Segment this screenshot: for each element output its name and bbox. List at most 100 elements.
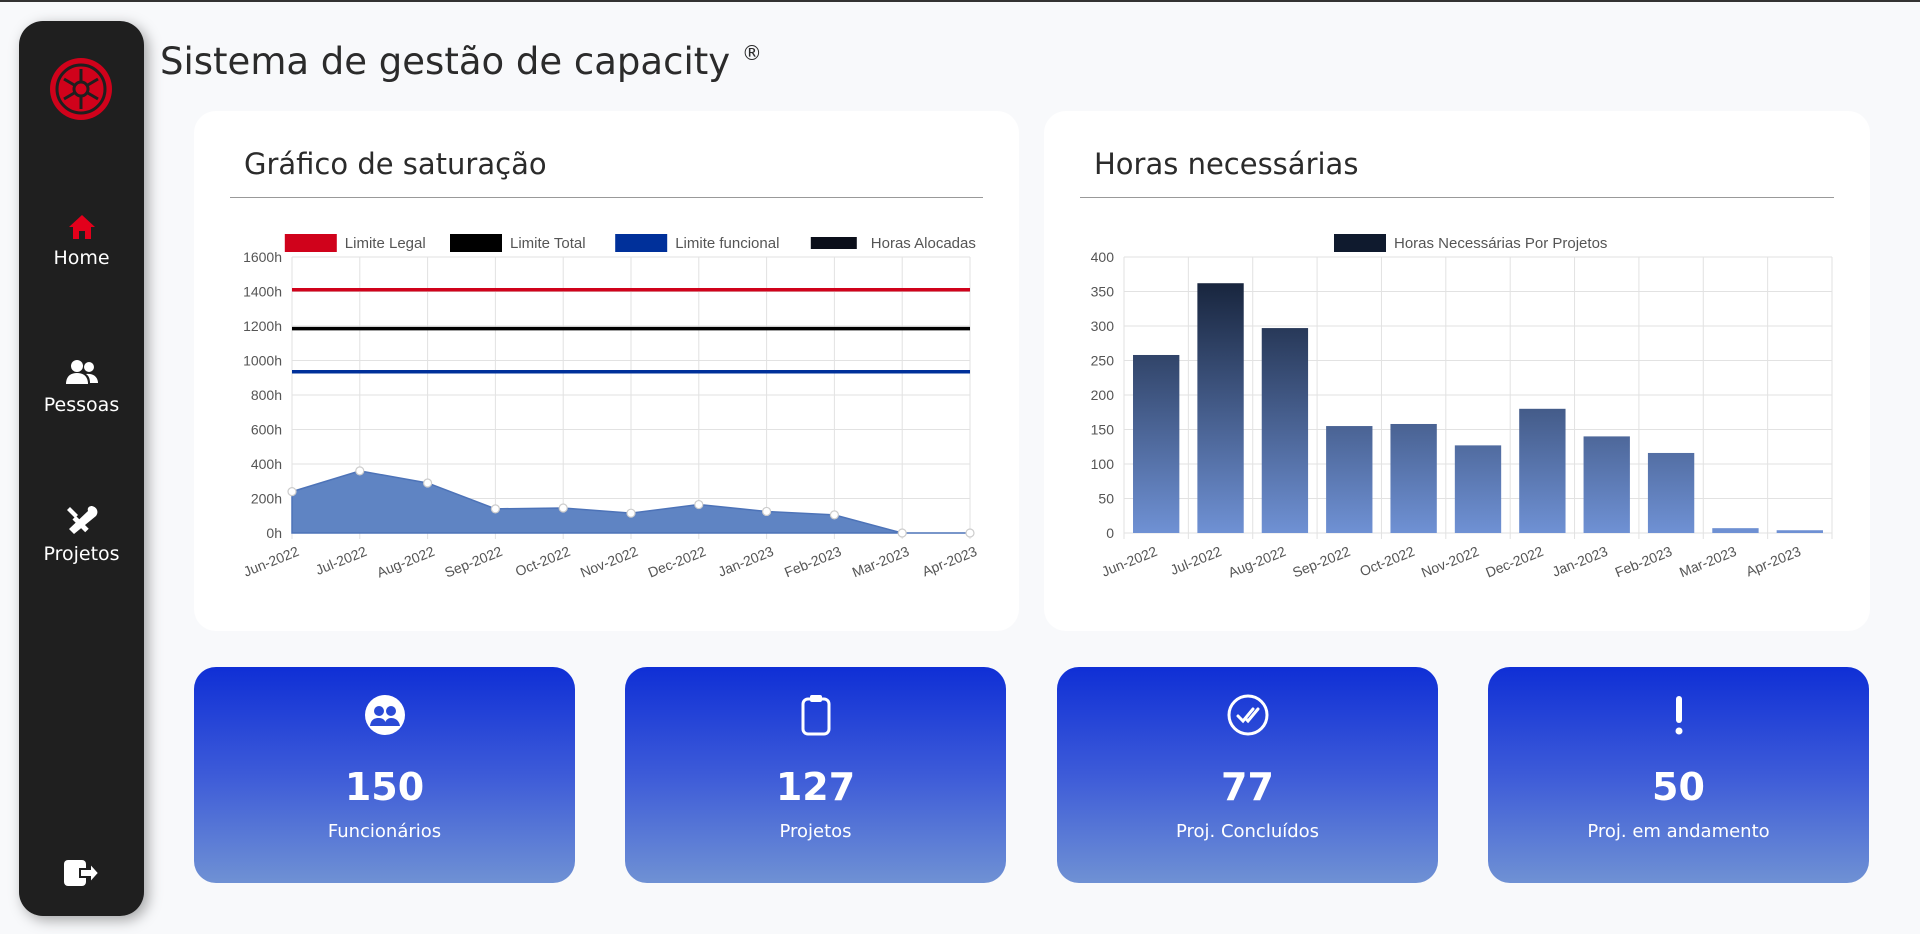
x-tick-label: Dec-2022 [1483, 543, 1545, 581]
x-tick-label: Jul-2022 [1168, 543, 1224, 578]
x-tick-label: Jul-2022 [313, 543, 369, 578]
y-tick-label: 300 [1091, 318, 1115, 334]
bar [1133, 354, 1180, 533]
data-point [761, 506, 772, 517]
sidebar-item-home[interactable]: Home [19, 213, 144, 269]
x-tick-label: Nov-2022 [1419, 543, 1481, 581]
x-tick-label: Oct-2022 [1357, 543, 1417, 579]
y-tick-label: 400 [1091, 249, 1115, 265]
users-icon [65, 360, 98, 384]
y-tick-label: 0h [266, 525, 282, 541]
y-tick-label: 1200h [243, 318, 282, 334]
y-tick-label: 50 [1098, 491, 1114, 507]
stat-value: 127 [775, 765, 856, 809]
page-title: Sistema de gestão de capacity ® [160, 40, 762, 83]
sidebar-item-projetos[interactable]: Projetos [19, 503, 144, 565]
x-tick-label: Oct-2022 [513, 543, 573, 579]
stat-label: Proj. Concluídos [1175, 821, 1320, 842]
stat-card-projetos[interactable]: 127 Projetos [625, 667, 1006, 883]
page-title-text: Sistema de gestão de capacity [160, 40, 731, 83]
x-tick-label: Jan-2023 [1550, 543, 1610, 580]
stat-card-em-andamento[interactable]: 50 Proj. em andamento [1488, 667, 1869, 883]
y-tick-label: 600h [251, 422, 282, 438]
stat-value: 50 [1652, 765, 1705, 809]
data-point [490, 504, 500, 514]
y-tick-label: 0 [1106, 525, 1114, 541]
data-point [626, 508, 636, 518]
sidebar-item-label: Projetos [43, 543, 120, 565]
data-point [423, 478, 433, 488]
x-tick-label: Sep-2022 [1290, 543, 1352, 581]
legend-swatch [284, 234, 337, 252]
registered-mark: ® [741, 41, 762, 65]
y-tick-label: 200h [251, 491, 282, 507]
bar [1519, 408, 1566, 533]
data-point [287, 487, 297, 497]
y-tick-label: 250 [1091, 353, 1115, 369]
y-tick-label: 1400h [243, 284, 282, 300]
people-circle-icon [364, 695, 405, 735]
home-icon [68, 215, 95, 239]
sidebar-item-label: Home [53, 247, 110, 269]
stat-label: Proj. em andamento [1587, 821, 1770, 842]
legend-swatch [1334, 234, 1386, 252]
x-tick-label: Nov-2022 [578, 543, 640, 581]
x-tick-label: Aug-2022 [374, 543, 436, 581]
legend-swatch [810, 237, 857, 249]
y-tick-label: 200 [1091, 387, 1115, 403]
data-point [897, 528, 907, 538]
double-check-icon [1227, 694, 1268, 736]
saturation-chart: 0h 200h 400h 600h 800h 1000h 1200h 1400h 1600h Ju… [241, 234, 979, 581]
logout-icon[interactable] [62, 857, 100, 889]
bar [1197, 283, 1244, 533]
hours-chart: 0 50 100 150 200 250 300 350 400 Jun-2022 Jul-2022… [1091, 234, 1833, 581]
y-tick-label: 150 [1091, 422, 1115, 438]
bar [1261, 328, 1309, 533]
x-tick-label: Mar-2023 [850, 543, 912, 580]
x-tick-label: Feb-2023 [1613, 543, 1675, 580]
bar [1712, 528, 1759, 533]
legend-label: Horas Necessárias Por Projetos [1394, 235, 1607, 252]
y-tick-label: 1600h [243, 249, 282, 265]
bar [1647, 452, 1695, 533]
stat-card-concluidos[interactable]: 77 Proj. Concluídos [1057, 667, 1438, 883]
x-tick-label: Sep-2022 [442, 543, 504, 581]
tools-icon [66, 506, 97, 534]
legend-label: Limite Total [510, 235, 586, 252]
yamaha-logo-icon[interactable] [49, 57, 113, 121]
y-tick-label: 100 [1091, 456, 1115, 472]
legend-label: Limite funcional [675, 235, 779, 252]
x-tick-label: Feb-2023 [782, 543, 844, 580]
hours-chart-card: Horas necessárias 0 50 100 150 200 250 300 350 4… [1044, 111, 1870, 631]
divider [1080, 197, 1834, 198]
stat-label: Projetos [779, 821, 852, 842]
hours-chart-title: Horas necessárias [1094, 147, 1359, 181]
bar [1776, 530, 1823, 533]
legend-swatch [450, 234, 502, 252]
saturation-chart-card: Gráfico de saturação 0h 200h 400h 600h 800h 1… [194, 111, 1019, 631]
sidebar-item-label: Pessoas [43, 394, 120, 416]
x-tick-label: Dec-2022 [646, 543, 708, 581]
x-tick-label: Jun-2022 [1099, 543, 1159, 580]
stat-card-funcionarios[interactable]: 150 Funcionários [194, 667, 575, 883]
legend-label: Horas Alocadas [871, 235, 976, 252]
saturation-chart-title: Gráfico de saturação [244, 147, 547, 181]
y-tick-label: 800h [251, 387, 282, 403]
sidebar: Home Pessoas Projetos [19, 21, 144, 916]
x-tick-label: Aug-2022 [1226, 543, 1288, 581]
y-tick-label: 400h [251, 456, 282, 472]
stat-label: Funcionários [327, 821, 442, 842]
clipboard-icon [801, 695, 830, 736]
bar [1390, 423, 1437, 533]
x-tick-label: Jun-2022 [241, 543, 301, 580]
x-tick-label: Jan-2023 [716, 543, 776, 580]
data-point [965, 528, 975, 538]
data-point [694, 499, 704, 510]
legend-swatch [615, 234, 668, 252]
legend-label: Limite Legal [345, 235, 426, 252]
x-tick-label: Apr-2023 [1744, 543, 1804, 579]
stat-value: 77 [1221, 765, 1274, 809]
sidebar-item-pessoas[interactable]: Pessoas [19, 358, 144, 416]
data-point [829, 510, 840, 520]
y-tick-label: 350 [1091, 284, 1115, 300]
